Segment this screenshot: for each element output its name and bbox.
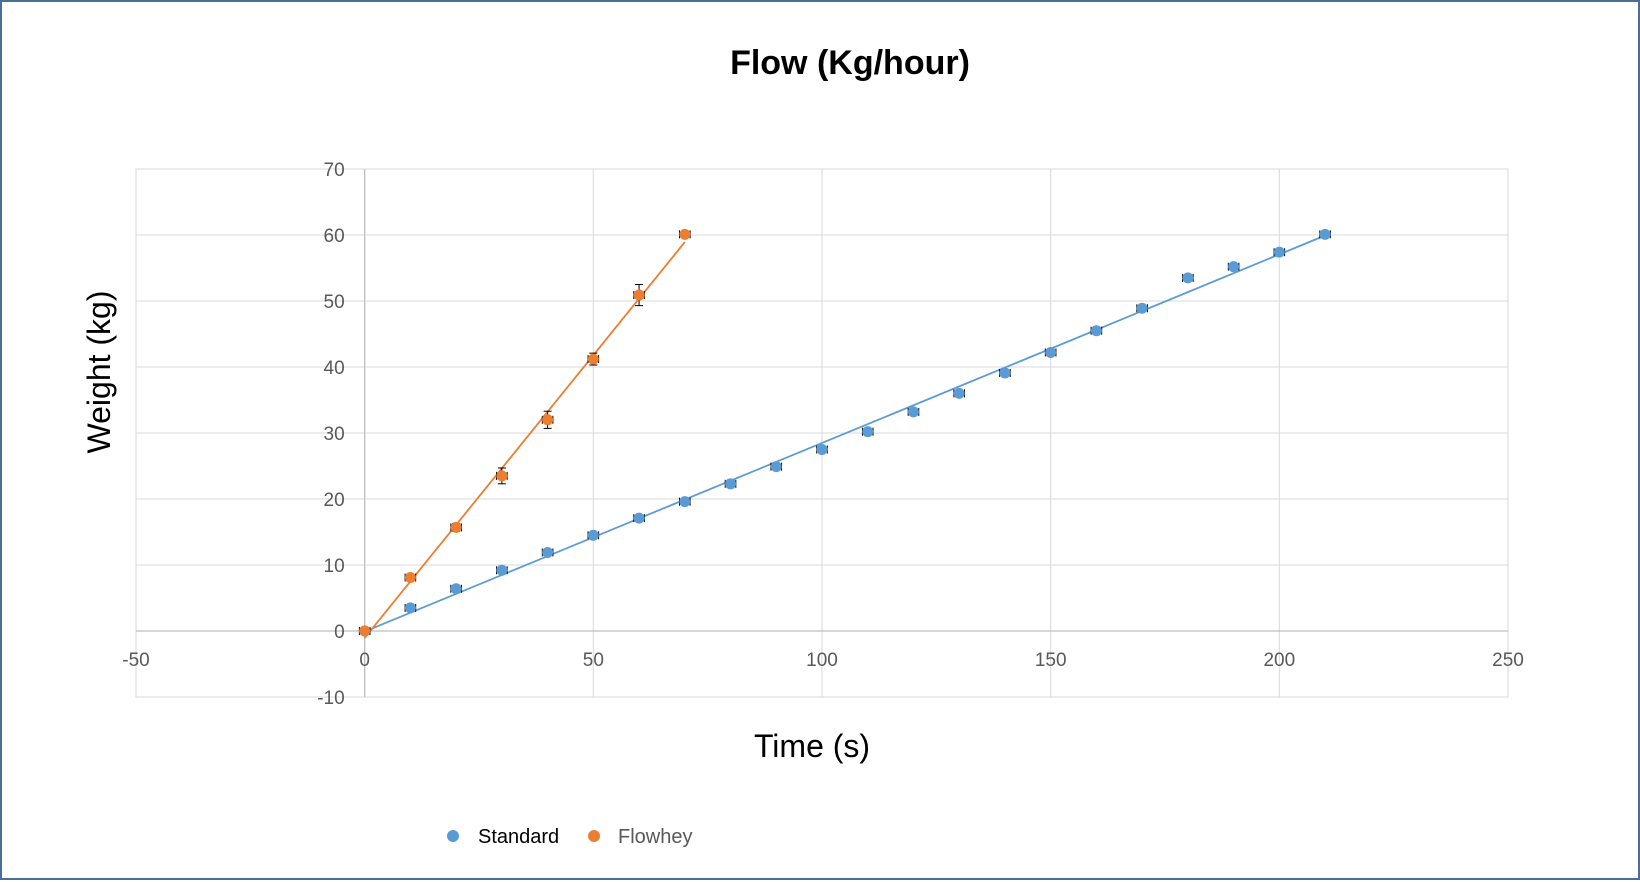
x-tick-label: 200 bbox=[1263, 650, 1295, 671]
y-axis-title: Weight (kg) bbox=[81, 290, 117, 453]
y-tick-label: 0 bbox=[334, 622, 345, 643]
x-tick-label: -50 bbox=[122, 650, 149, 671]
y-tick-label: 50 bbox=[324, 292, 345, 313]
x-tick-label: 0 bbox=[359, 650, 370, 671]
legend-marker-flowhey bbox=[588, 830, 600, 842]
x-tick-label: 150 bbox=[1035, 650, 1067, 671]
point-flowhey bbox=[359, 625, 371, 637]
point-flowhey bbox=[450, 521, 462, 533]
data-points bbox=[359, 228, 1331, 637]
point-standard bbox=[1228, 261, 1240, 273]
point-standard bbox=[770, 461, 782, 473]
point-standard bbox=[1182, 272, 1194, 284]
x-tick-label: 100 bbox=[806, 650, 838, 671]
trendline-flowhey bbox=[363, 241, 686, 639]
point-standard bbox=[1090, 325, 1102, 337]
chart-title: Flow (Kg/hour) bbox=[730, 44, 970, 82]
legend: Standard Flowhey bbox=[447, 826, 692, 848]
point-standard bbox=[907, 406, 919, 418]
point-standard bbox=[1045, 346, 1057, 358]
legend-label-flowhey: Flowhey bbox=[618, 826, 692, 848]
point-flowhey bbox=[404, 572, 416, 584]
trendlines bbox=[363, 234, 1326, 639]
legend-label-standard: Standard bbox=[478, 826, 559, 848]
point-standard bbox=[999, 367, 1011, 379]
y-tick-label: 30 bbox=[324, 424, 345, 445]
point-standard bbox=[496, 564, 508, 576]
y-tick-label: 10 bbox=[324, 556, 345, 577]
legend-marker-standard bbox=[447, 830, 459, 842]
point-flowhey bbox=[496, 470, 508, 482]
point-standard bbox=[725, 478, 737, 490]
y-tick-label: 20 bbox=[324, 490, 345, 511]
point-standard bbox=[862, 426, 874, 438]
point-standard bbox=[1319, 228, 1331, 240]
y-tick-label: -10 bbox=[317, 688, 344, 709]
x-tick-labels: -50 0 50 100 150 200 250 bbox=[122, 650, 1524, 671]
point-standard bbox=[679, 496, 691, 508]
point-standard bbox=[953, 387, 965, 399]
point-standard bbox=[816, 444, 828, 455]
point-flowhey bbox=[587, 353, 599, 365]
point-flowhey bbox=[633, 289, 645, 301]
point-standard bbox=[587, 529, 599, 541]
point-flowhey bbox=[542, 414, 554, 426]
x-tick-label: 250 bbox=[1492, 650, 1524, 671]
x-axis-title: Time (s) bbox=[754, 728, 870, 764]
trendline-standard bbox=[364, 234, 1326, 633]
y-tick-label: 70 bbox=[324, 160, 345, 181]
point-standard bbox=[542, 546, 554, 558]
y-tick-label: 40 bbox=[324, 358, 345, 379]
y-tick-label: 60 bbox=[324, 226, 345, 247]
point-flowhey bbox=[679, 228, 691, 240]
y-tick-labels: -10 0 10 20 30 40 50 60 70 bbox=[317, 160, 344, 709]
point-standard bbox=[404, 602, 416, 614]
point-standard bbox=[1273, 246, 1285, 258]
point-standard bbox=[450, 583, 462, 595]
point-standard bbox=[1136, 302, 1148, 314]
point-standard bbox=[633, 512, 645, 524]
x-tick-label: 50 bbox=[583, 650, 604, 671]
